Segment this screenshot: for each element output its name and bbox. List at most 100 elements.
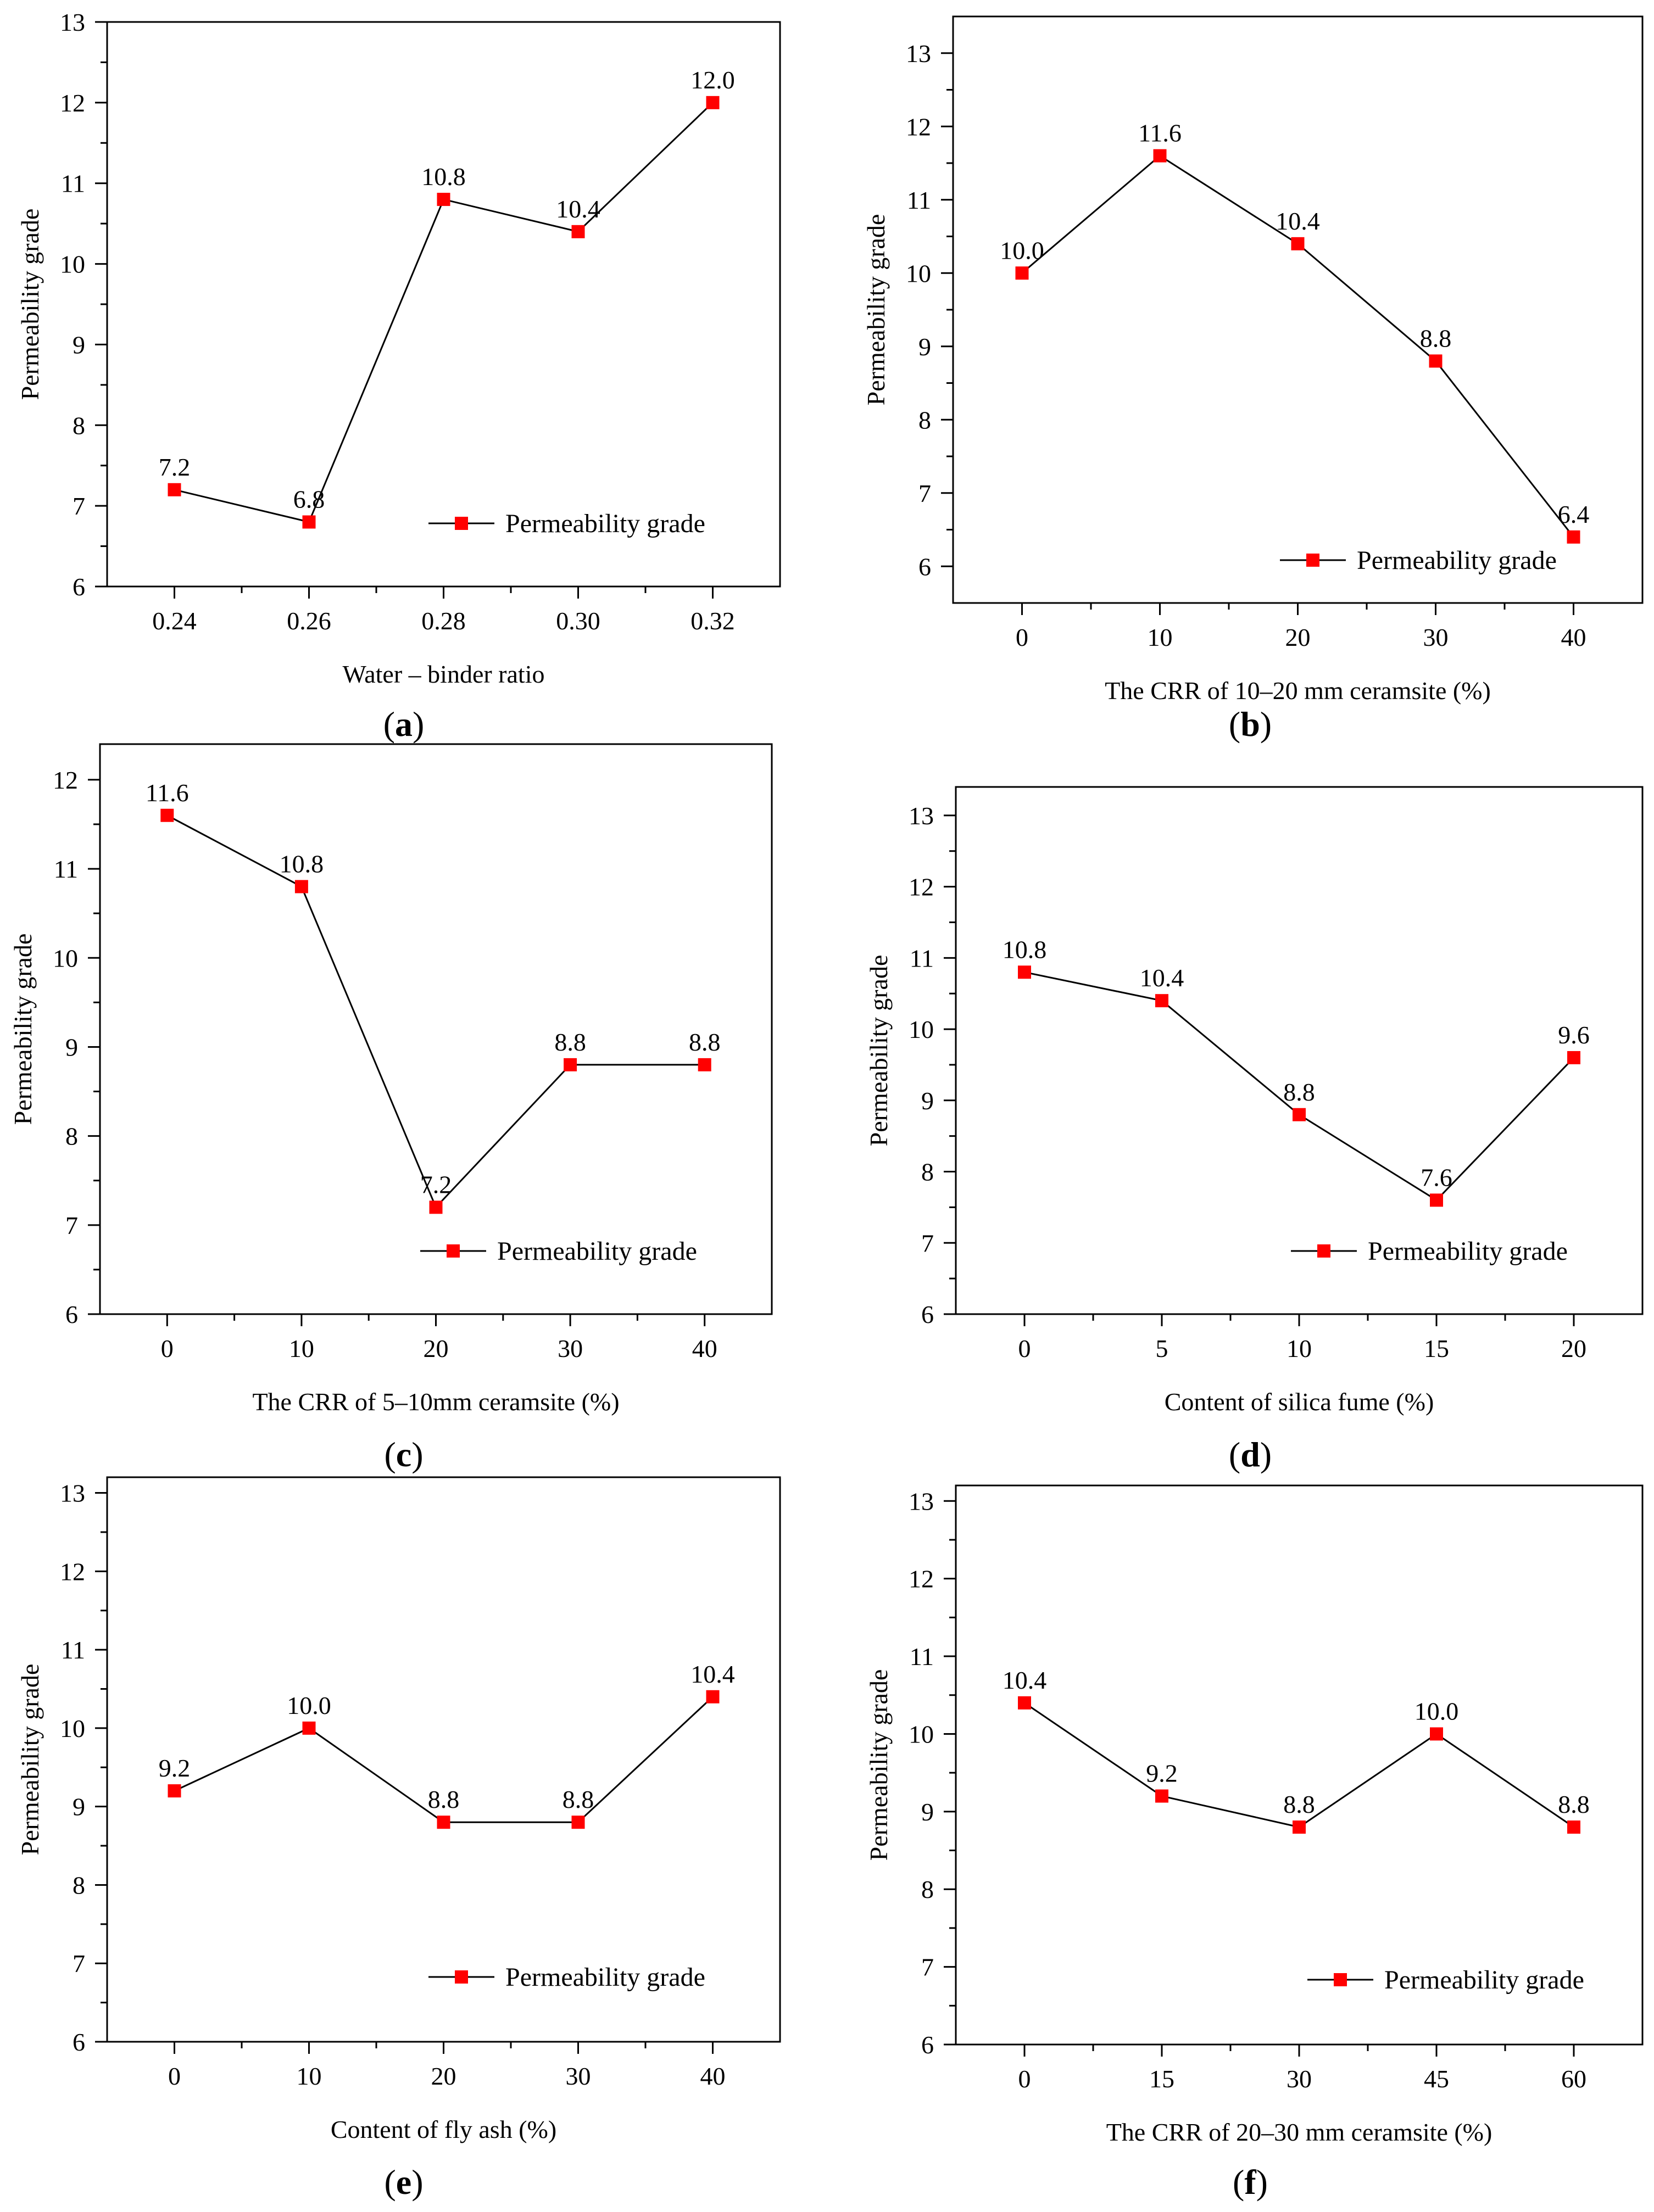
legend-marker <box>447 1244 460 1258</box>
y-tick-label: 13 <box>909 802 934 830</box>
panel-tag-close: ) <box>411 2163 423 2202</box>
y-tick-label: 10 <box>53 944 78 972</box>
data-point <box>302 515 316 529</box>
data-label: 8.8 <box>554 1028 586 1056</box>
legend-label: Permeability grade <box>1384 1965 1584 1995</box>
y-tick-label: 9 <box>921 1087 934 1115</box>
chart-panel-d: 6 7 8 9 10 11 12 13 0 5 10 15 20 Content of silica fu… <box>865 786 1644 1474</box>
x-tick-label: 10 <box>1287 1334 1312 1362</box>
plot-frame <box>99 743 773 1315</box>
data-label: 6.8 <box>293 485 325 513</box>
x-tick-label: 60 <box>1561 2065 1586 2093</box>
data-label: 8.8 <box>1558 1790 1590 1818</box>
data-point <box>1429 354 1443 368</box>
y-tick-label: 13 <box>909 1487 934 1515</box>
data-point <box>571 225 585 238</box>
data-point <box>706 1690 720 1703</box>
y-tick-label: 6 <box>73 573 85 601</box>
panel-tag-close: ) <box>1256 2163 1268 2202</box>
x-tick-label: 10 <box>1148 623 1173 651</box>
data-label: 10.4 <box>1003 1666 1047 1694</box>
y-tick-label: 6 <box>921 1300 934 1328</box>
y-axis-title: Permeability grade <box>9 934 37 1125</box>
panel-tag-close: ) <box>411 1435 423 1474</box>
y-tick-label: 10 <box>60 250 85 278</box>
data-point <box>1567 530 1580 544</box>
y-tick-label: 10 <box>909 1720 934 1748</box>
x-tick-label: 10 <box>289 1334 314 1362</box>
panel-tag-open: ( <box>1233 2163 1244 2202</box>
x-tick-label: 0 <box>1018 2065 1031 2093</box>
data-label: 6.4 <box>1558 500 1590 528</box>
legend-label: Permeability grade <box>505 509 705 538</box>
chart-panel-c: 6 7 8 9 10 11 12 0 10 20 30 40 The CRR of 5–10mm cer… <box>9 743 773 1474</box>
y-tick-label: 12 <box>53 766 78 794</box>
y-tick-label: 11 <box>54 855 78 883</box>
panel-tag-open: ( <box>1229 705 1240 744</box>
data-point <box>571 1816 585 1829</box>
panel-tag: (d) <box>1229 1435 1272 1474</box>
y-tick-label: 8 <box>73 1871 85 1899</box>
panel-tag-open: ( <box>1229 1435 1240 1474</box>
y-tick-label: 11 <box>910 1643 934 1671</box>
legend-label: Permeability grade <box>505 1963 705 1992</box>
data-label: 9.2 <box>159 1754 191 1782</box>
x-tick-label: 0.26 <box>287 607 331 635</box>
y-tick-label: 10 <box>60 1714 85 1742</box>
x-axis-title: The CRR of 10–20 mm ceramsite (%) <box>1105 677 1491 705</box>
data-label: 8.8 <box>1283 1790 1315 1818</box>
y-tick-label: 9 <box>73 331 85 359</box>
panel-tag: (b) <box>1229 705 1272 744</box>
panel-tag-letter: c <box>396 1435 411 1474</box>
y-axis-title: Permeability grade <box>862 214 890 406</box>
panel-tag-open: ( <box>384 2163 396 2202</box>
legend-marker <box>455 1970 468 1984</box>
data-point <box>294 880 308 893</box>
data-point <box>437 193 450 206</box>
data-label: 10.0 <box>287 1691 331 1719</box>
data-point <box>1155 1789 1168 1803</box>
y-tick-label: 8 <box>921 1158 934 1186</box>
panel-tag-letter: f <box>1244 2163 1256 2202</box>
x-tick-label: 30 <box>1423 623 1449 651</box>
y-tick-label: 8 <box>918 406 931 434</box>
panel-tag-close: ) <box>1260 1435 1272 1474</box>
data-point <box>1018 1696 1031 1710</box>
y-tick-label: 11 <box>61 1636 85 1664</box>
data-point <box>1153 149 1167 163</box>
panel-tag: (f) <box>1233 2163 1268 2202</box>
x-tick-label: 45 <box>1424 2065 1449 2093</box>
y-tick-label: 7 <box>73 1950 85 1978</box>
panel-tag-letter: a <box>395 705 413 744</box>
data-label: 8.8 <box>1420 324 1452 352</box>
data-point <box>168 483 181 496</box>
x-tick-label: 40 <box>692 1334 717 1362</box>
plot-frame <box>106 21 781 588</box>
x-tick-label: 15 <box>1424 1334 1449 1362</box>
y-tick-label: 10 <box>906 259 931 287</box>
chart-panel-e: 6 7 8 9 10 11 12 13 0 10 20 30 40 Content of fly ash … <box>16 1476 781 2202</box>
x-tick-label: 5 <box>1156 1334 1168 1362</box>
x-tick-label: 30 <box>566 2062 591 2090</box>
panel-tag: (c) <box>384 1435 423 1474</box>
data-label: 9.6 <box>1558 1021 1590 1049</box>
chart-panel-b: 6 7 8 9 10 11 12 13 0 10 20 30 40 The CRR of 10–20 mm… <box>862 15 1644 744</box>
y-tick-label: 13 <box>60 8 85 36</box>
data-label: 7.2 <box>159 453 191 481</box>
legend-label: Permeability grade <box>1368 1237 1568 1266</box>
data-point <box>698 1058 711 1071</box>
x-tick-label: 30 <box>558 1334 583 1362</box>
y-tick-label: 9 <box>918 333 931 361</box>
data-label: 8.8 <box>689 1028 721 1056</box>
y-tick-label: 9 <box>73 1793 85 1821</box>
plot-frame <box>955 786 1644 1315</box>
y-tick-label: 13 <box>906 40 931 68</box>
y-tick-label: 6 <box>73 2028 85 2056</box>
data-point <box>564 1058 577 1071</box>
data-label: 10.8 <box>280 850 324 878</box>
panel-tag-letter: e <box>396 2163 411 2202</box>
y-axis-title: Permeability grade <box>865 1669 893 1861</box>
y-tick-label: 9 <box>921 1798 934 1826</box>
y-tick-label: 12 <box>60 1557 85 1585</box>
x-tick-label: 20 <box>431 2062 456 2090</box>
